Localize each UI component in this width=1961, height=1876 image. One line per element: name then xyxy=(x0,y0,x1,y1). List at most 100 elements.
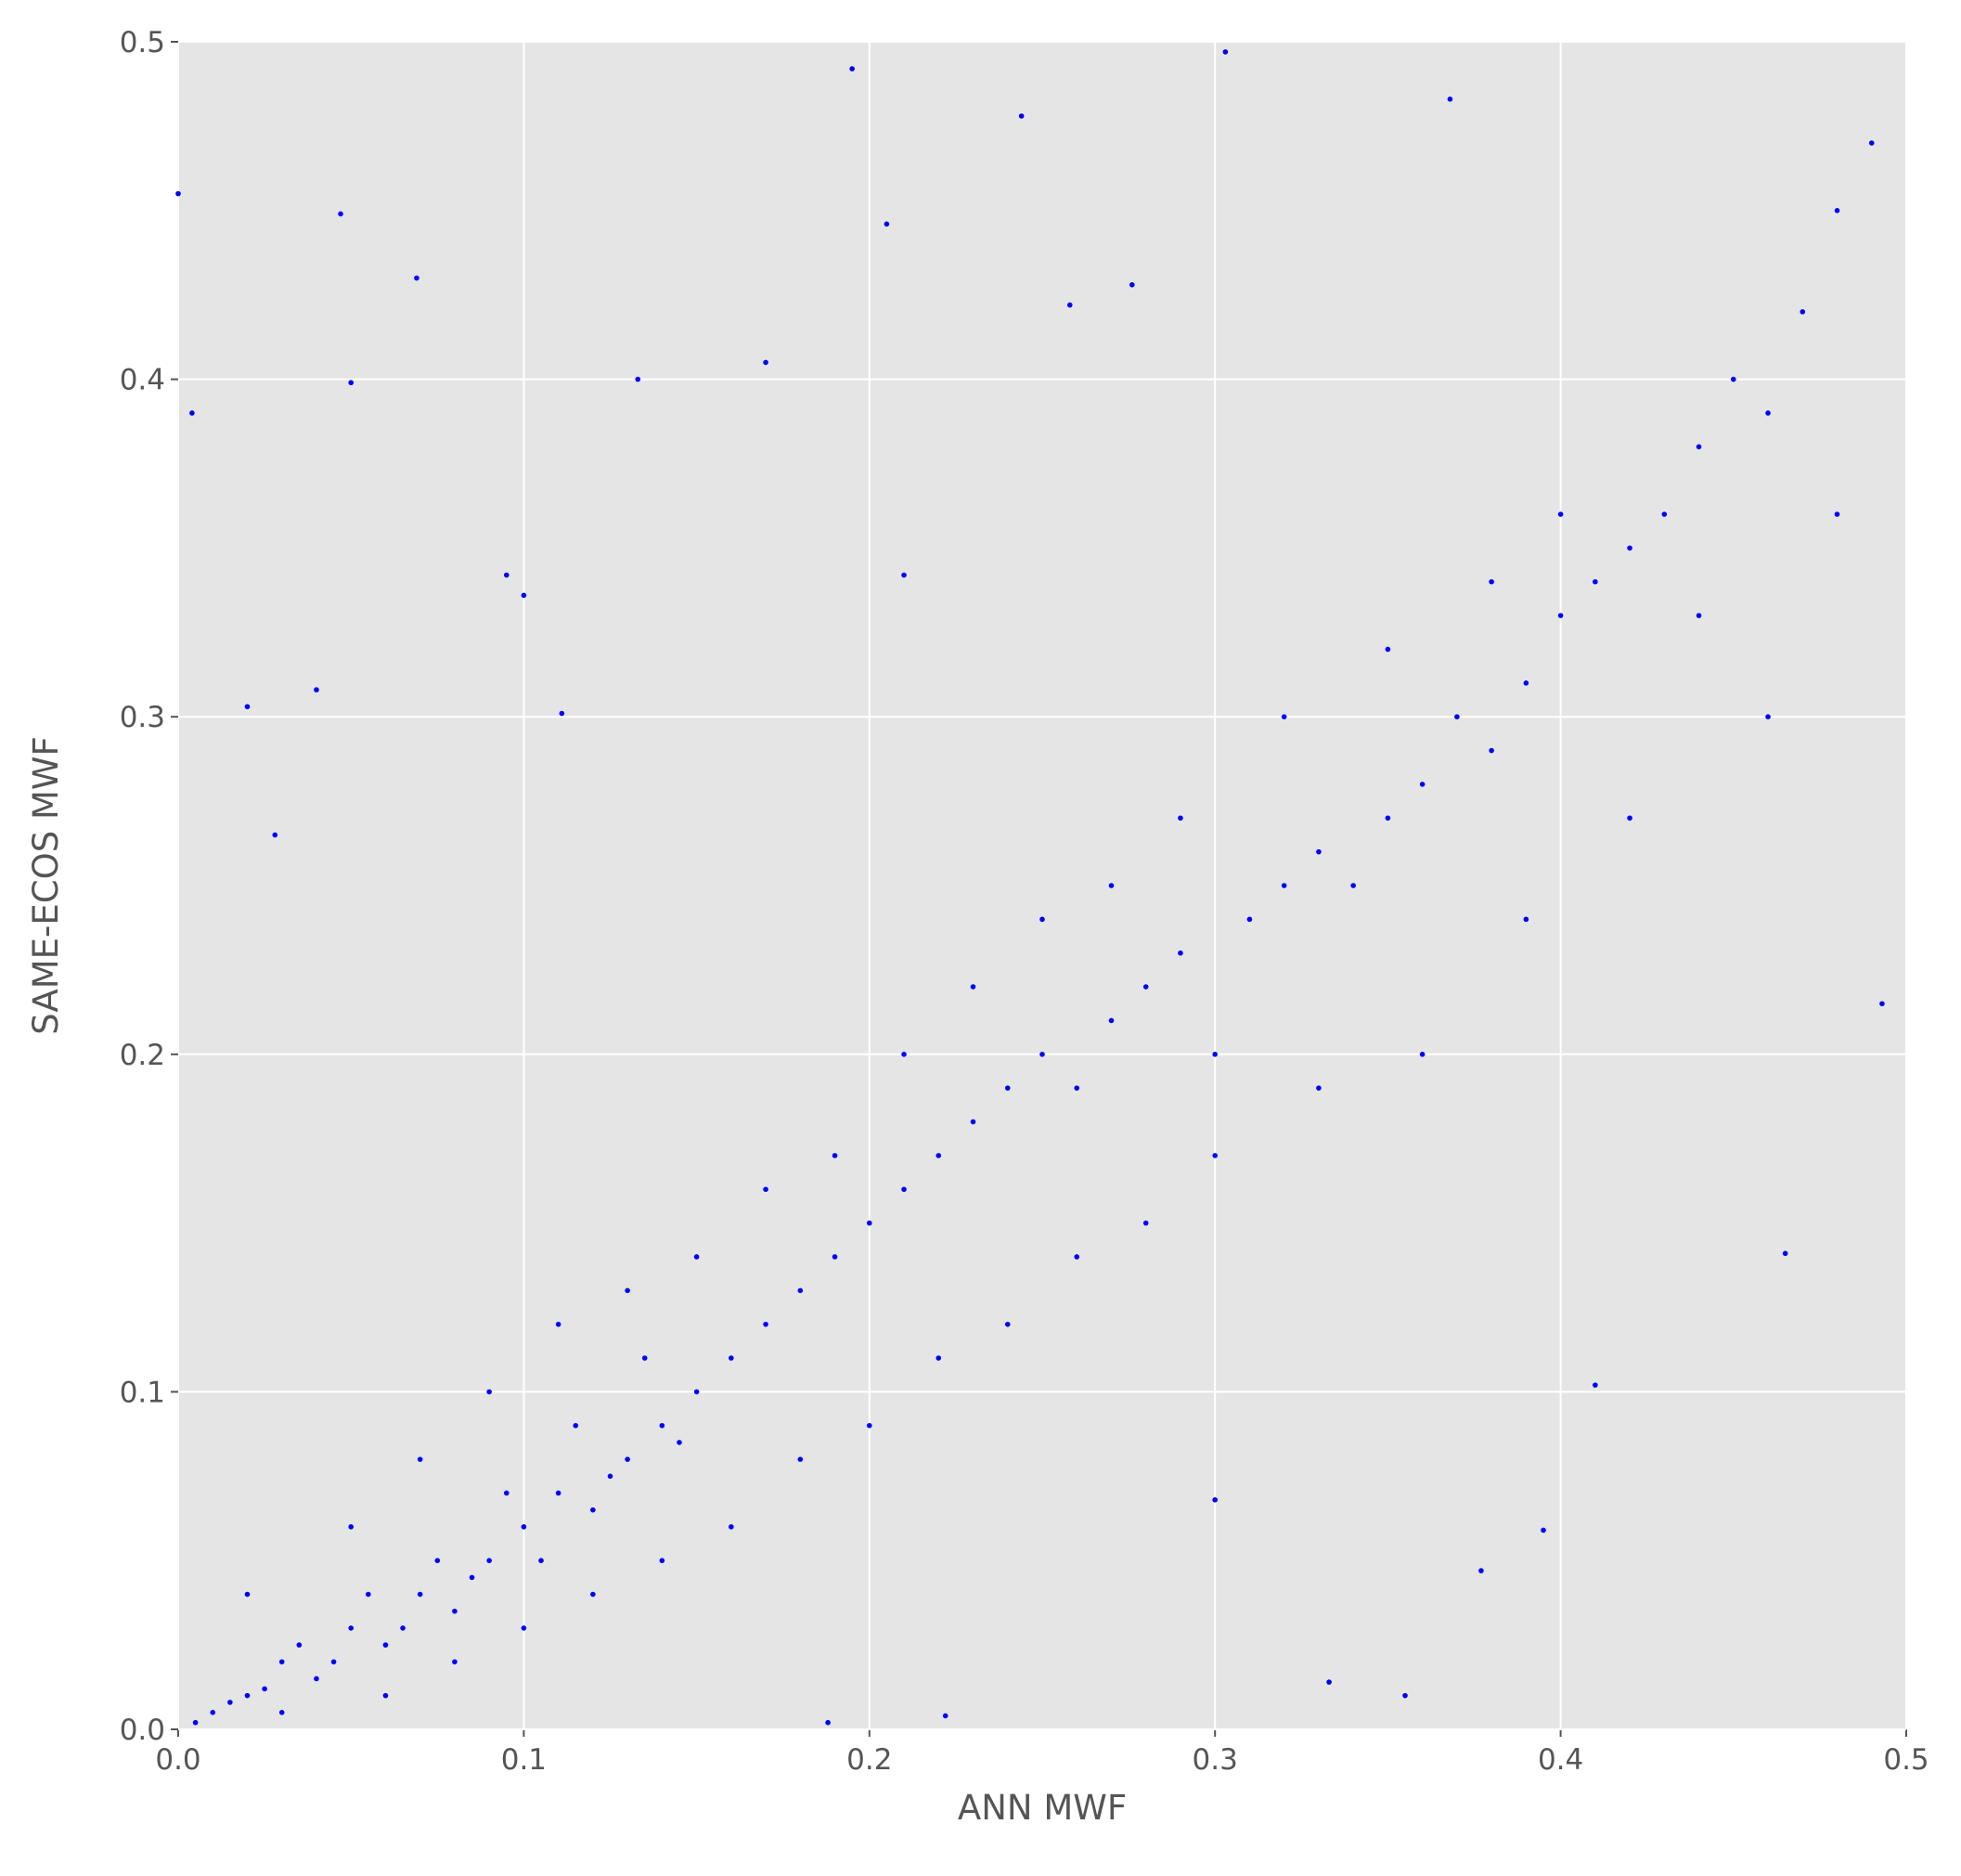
point xyxy=(1523,916,1529,923)
point xyxy=(1879,1001,1885,1007)
point xyxy=(555,1321,561,1327)
x-tick-label: 0.5 xyxy=(1883,1743,1929,1777)
point xyxy=(1350,883,1356,888)
point xyxy=(1129,281,1135,288)
point xyxy=(1627,545,1632,551)
point xyxy=(417,1591,423,1598)
point xyxy=(763,359,768,366)
x-tick-label: 0.1 xyxy=(501,1743,547,1777)
point xyxy=(278,1710,285,1715)
point xyxy=(1627,815,1632,822)
y-tick-label: 0.3 xyxy=(120,701,165,734)
point xyxy=(1557,511,1564,517)
point xyxy=(348,1625,355,1631)
point xyxy=(1004,1321,1011,1327)
point xyxy=(314,1675,319,1682)
point xyxy=(1523,680,1529,686)
point xyxy=(417,1456,423,1462)
point xyxy=(693,1254,700,1260)
point xyxy=(849,66,855,71)
point xyxy=(244,704,251,710)
point xyxy=(832,1254,838,1260)
point xyxy=(797,1287,804,1294)
point xyxy=(1593,1382,1598,1388)
point xyxy=(1541,1527,1546,1533)
point xyxy=(272,832,278,838)
point xyxy=(1385,646,1391,653)
point xyxy=(1039,916,1045,923)
point xyxy=(1108,1017,1115,1024)
point xyxy=(1385,815,1391,822)
point xyxy=(1142,984,1149,990)
point xyxy=(469,1574,475,1581)
point xyxy=(521,592,527,599)
point xyxy=(244,1591,251,1598)
point xyxy=(1447,97,1453,102)
point xyxy=(1765,410,1771,416)
y-tick-label: 0.2 xyxy=(120,1039,165,1072)
point xyxy=(1222,49,1229,55)
point xyxy=(555,1490,561,1496)
point xyxy=(1557,613,1564,618)
point xyxy=(521,1625,527,1631)
point xyxy=(825,1719,831,1726)
point xyxy=(382,1642,389,1648)
point xyxy=(935,1153,942,1158)
point xyxy=(330,1659,337,1665)
x-tick-label: 0.2 xyxy=(846,1743,892,1777)
point xyxy=(659,1558,665,1563)
point xyxy=(901,1186,907,1193)
point xyxy=(942,1713,948,1719)
point xyxy=(1419,1052,1426,1057)
point xyxy=(970,1119,976,1125)
point xyxy=(1178,815,1183,822)
point xyxy=(729,1355,734,1361)
point xyxy=(1326,1679,1332,1685)
point xyxy=(1212,1153,1218,1158)
point xyxy=(935,1355,942,1361)
point xyxy=(1454,714,1460,719)
point xyxy=(1696,613,1702,618)
point xyxy=(1765,714,1771,719)
point xyxy=(1834,511,1840,517)
point xyxy=(1281,883,1287,888)
point xyxy=(607,1473,613,1480)
point xyxy=(729,1524,734,1530)
point xyxy=(210,1710,216,1715)
point xyxy=(538,1558,544,1563)
point xyxy=(1478,1568,1484,1573)
point xyxy=(348,380,355,386)
point xyxy=(434,1558,441,1563)
point xyxy=(763,1186,768,1193)
point xyxy=(901,572,907,578)
point xyxy=(452,1659,458,1665)
point xyxy=(1489,578,1494,585)
point xyxy=(414,275,419,281)
point xyxy=(1178,950,1183,956)
point xyxy=(366,1591,371,1598)
point xyxy=(486,1389,492,1395)
point xyxy=(693,1389,700,1395)
point xyxy=(884,221,890,227)
point xyxy=(832,1153,838,1158)
point xyxy=(625,1287,630,1294)
point xyxy=(227,1700,233,1705)
point xyxy=(763,1321,768,1327)
point xyxy=(400,1625,406,1631)
point xyxy=(1800,309,1806,315)
point xyxy=(382,1692,389,1699)
point xyxy=(1731,376,1736,382)
point xyxy=(486,1558,492,1563)
point xyxy=(1696,444,1702,450)
point xyxy=(314,687,319,692)
point xyxy=(1018,113,1025,119)
point xyxy=(244,1692,251,1699)
y-tick-label: 0.0 xyxy=(120,1714,165,1747)
point xyxy=(503,1490,510,1496)
point xyxy=(1246,916,1253,923)
point xyxy=(189,410,195,416)
point xyxy=(1212,1496,1218,1503)
point xyxy=(1316,1085,1322,1091)
point xyxy=(573,1422,579,1429)
